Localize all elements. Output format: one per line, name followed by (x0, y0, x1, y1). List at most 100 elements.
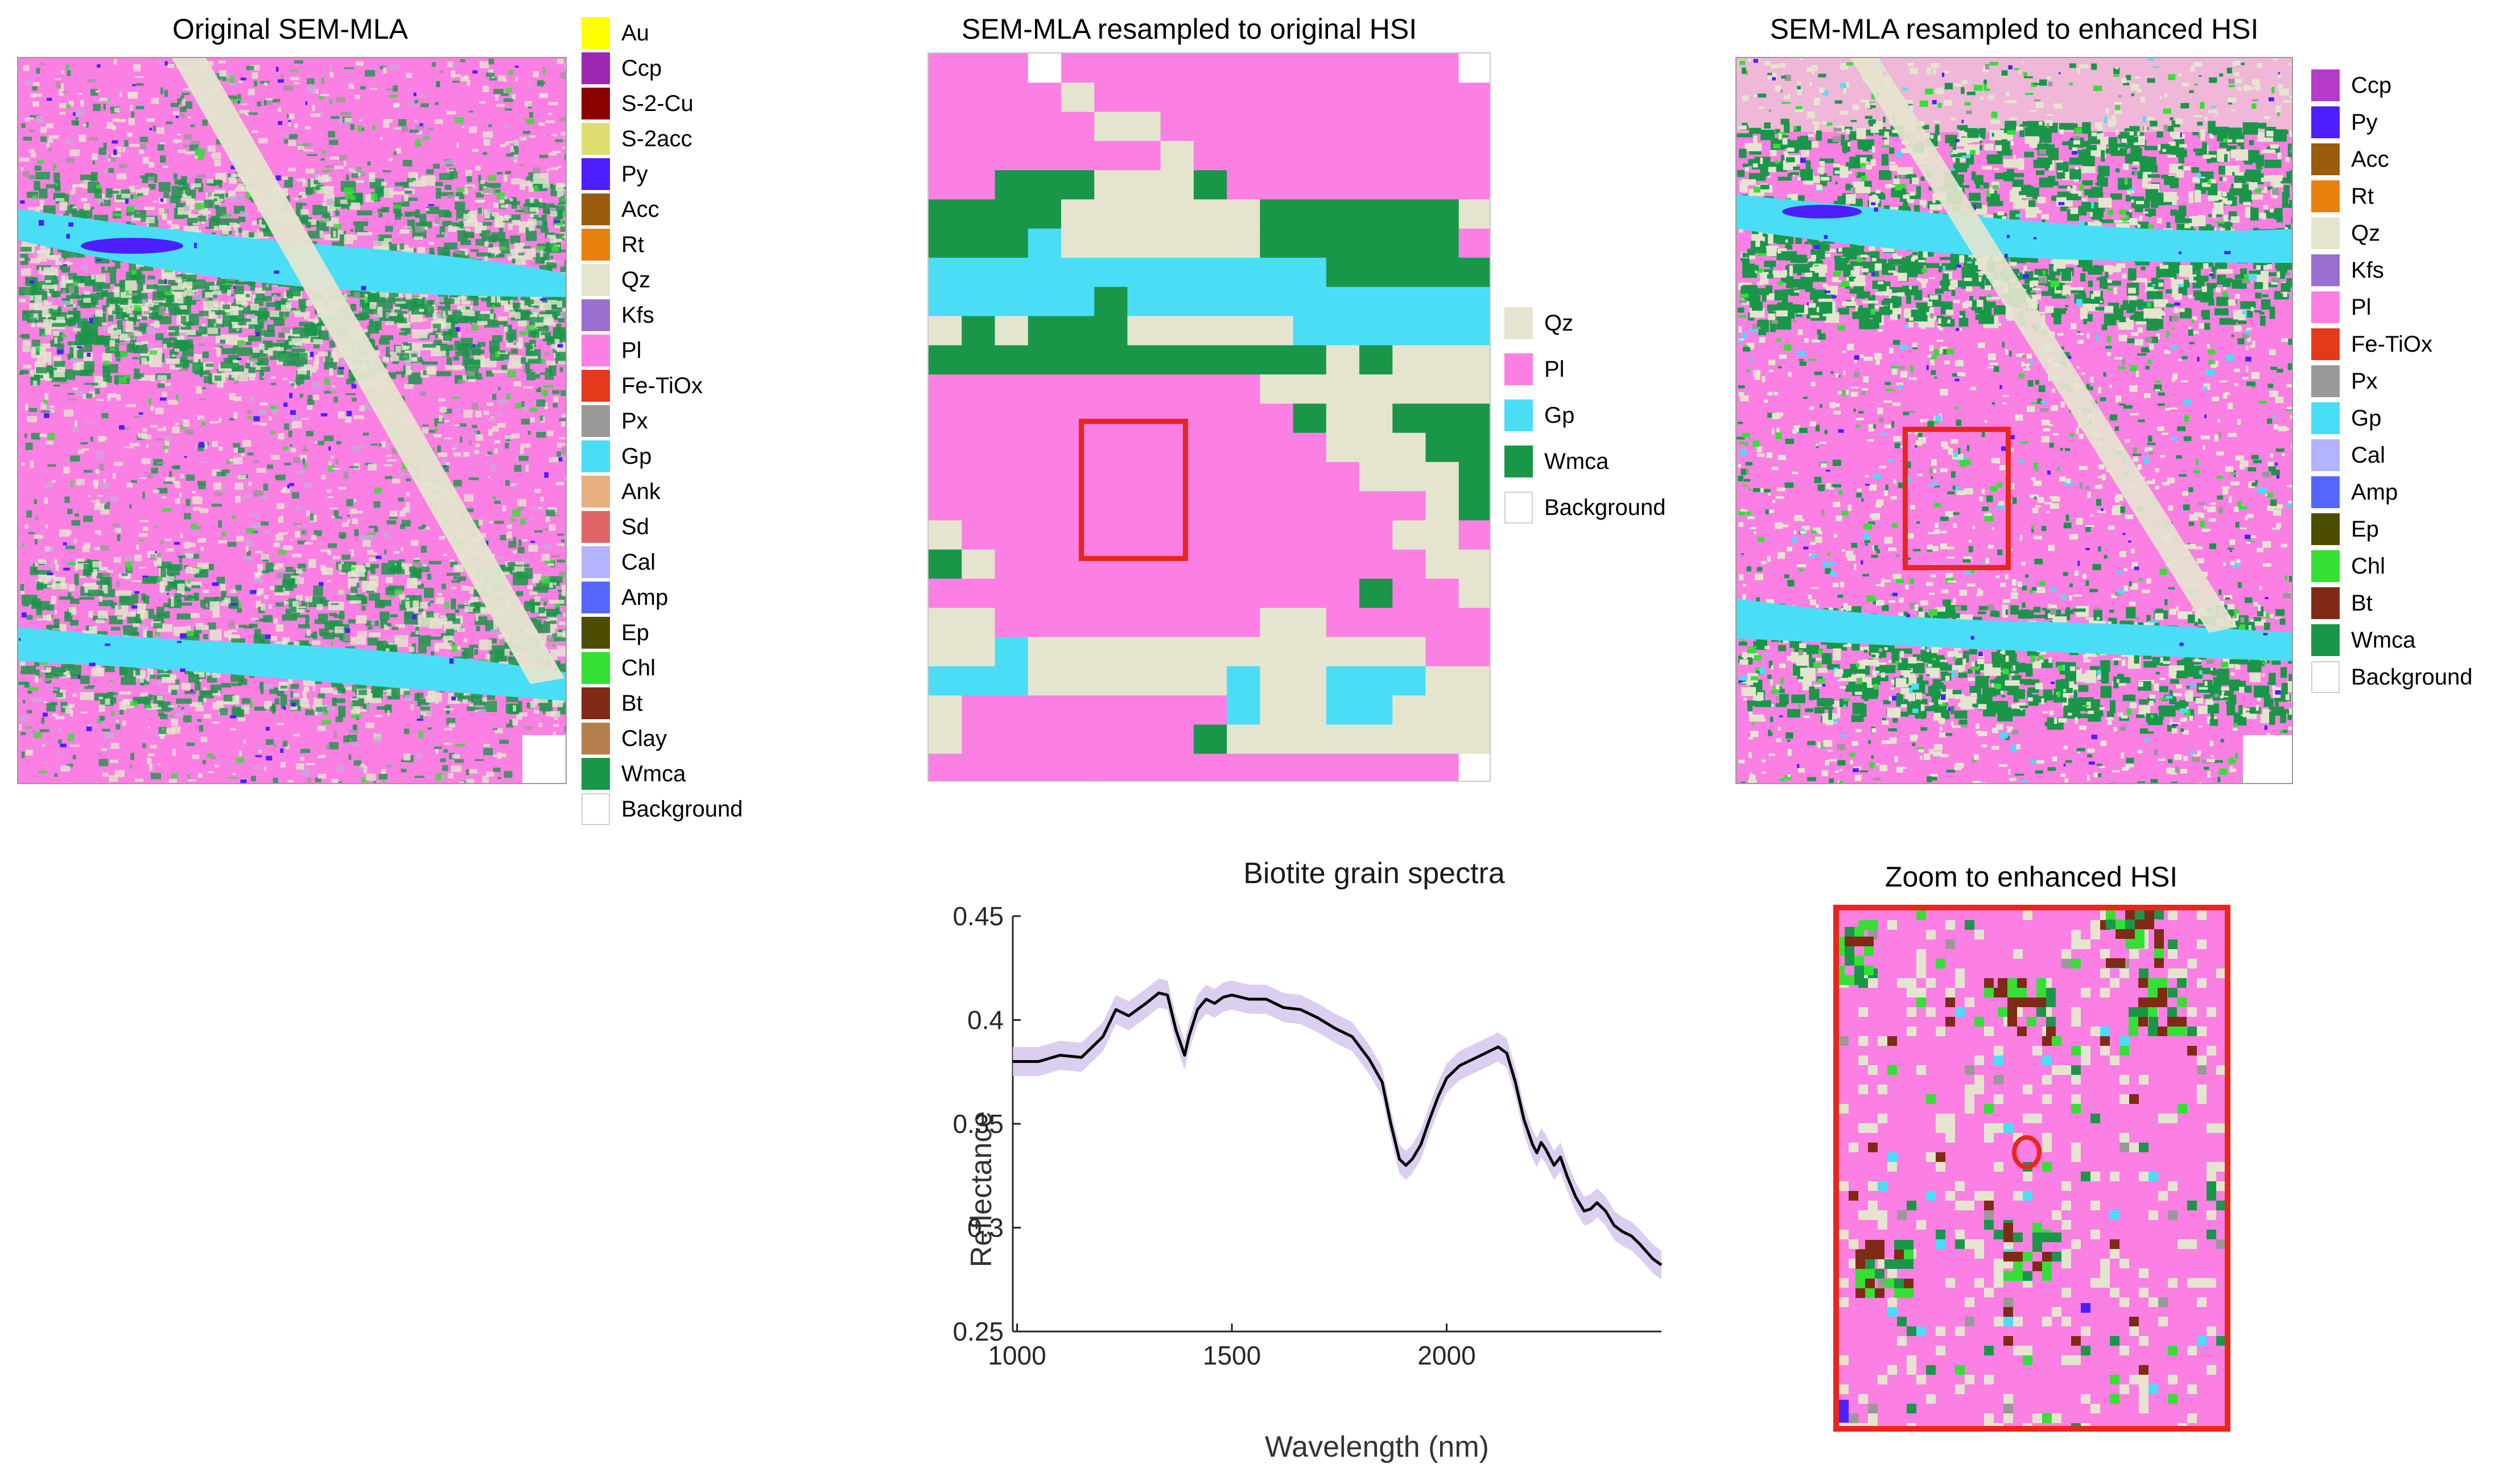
legend-item: Wmca (2311, 624, 2415, 656)
legend-swatch (2311, 439, 2340, 471)
legend-swatch (582, 440, 610, 472)
legend-swatch (582, 335, 610, 366)
legend-item: Bt (2311, 587, 2373, 619)
legend-label: Wmca (621, 761, 686, 786)
zoom-region-box-c (1903, 427, 2011, 570)
legend-item: Py (2311, 106, 2378, 138)
legend-item: Ep (2311, 513, 2379, 545)
panel-c-title: SEM-MLA resampled to enhanced HSI (1770, 13, 2259, 45)
legend-item: Pl (1504, 353, 1565, 385)
legend-label: Py (2351, 109, 2378, 135)
resampled-grid (929, 53, 1490, 781)
legend-swatch (2311, 587, 2340, 619)
legend-label: S-2acc (621, 126, 692, 151)
chart-ylabel: Reflectance (965, 1111, 998, 1268)
legend-swatch (582, 229, 610, 261)
legend-item: Amp (582, 582, 668, 613)
legend-swatch (582, 652, 610, 684)
legend-swatch (1504, 307, 1533, 339)
legend-item: Clay (582, 723, 667, 755)
panel-b-title: SEM-MLA resampled to original HSI (961, 13, 1417, 45)
legend-label: Wmca (2351, 627, 2416, 653)
legend-label: Ep (2351, 516, 2379, 542)
legend-swatch (2311, 143, 2340, 175)
legend-label: Ccp (621, 55, 662, 81)
legend-item: Gp (1504, 399, 1574, 431)
legend-swatch (582, 17, 610, 49)
resampled-original-hsi-map (927, 52, 1491, 782)
y-tick-label: 0.45 (952, 901, 1004, 931)
legend-swatch (1504, 399, 1533, 431)
legend-item: Background (2311, 661, 2472, 693)
legend-swatch (2311, 69, 2340, 101)
legend-item: Chl (2311, 550, 2385, 582)
legend-label: Gp (1544, 402, 1575, 428)
legend-swatch (2311, 624, 2340, 656)
x-tick-label: 1000 (988, 1341, 1046, 1370)
y-tick-label: 0.25 (952, 1317, 1004, 1346)
legend-label: Background (621, 796, 743, 822)
legend-swatch (582, 123, 610, 155)
legend-item: S-2acc (582, 123, 692, 155)
legend-swatch (582, 723, 610, 755)
legend-label: Ep (621, 620, 649, 645)
legend-label: Pl (621, 337, 642, 363)
x-tick-label: 1500 (1203, 1341, 1261, 1370)
legend-item: Au (582, 17, 649, 49)
legend-swatch (582, 299, 610, 331)
legend-swatch (582, 511, 610, 543)
legend-item: Fe-TiOx (2311, 328, 2432, 360)
legend-label: Qz (621, 267, 651, 292)
legend-label: Bt (2351, 590, 2373, 616)
original-sem-mla-image (18, 58, 566, 783)
legend-label: Amp (2351, 479, 2398, 505)
legend-label: Kfs (2351, 257, 2384, 283)
legend-label: Au (621, 20, 649, 46)
legend-item: Wmca (582, 758, 686, 790)
legend-label: Amp (621, 584, 669, 610)
panel-a-title: Original SEM-MLA (172, 13, 408, 45)
legend-label: Acc (2351, 146, 2389, 172)
legend-swatch (582, 158, 610, 190)
legend-swatch (2311, 661, 2340, 693)
spectrum-line (1013, 991, 1663, 1267)
biotite-grain-marker (2012, 1135, 2042, 1169)
legend-label: Pl (2351, 294, 2372, 320)
legend-item: Cal (2311, 439, 2385, 471)
legend-swatch (2311, 217, 2340, 249)
y-tick-label: 0.35 (952, 1109, 1004, 1139)
legend-swatch (2311, 106, 2340, 138)
legend-swatch (582, 793, 610, 825)
legend-label: Background (1544, 494, 1666, 520)
y-tick-label: 0.4 (967, 1005, 1004, 1035)
legend-item: Qz (582, 264, 650, 296)
chart-xlabel: Wavelength (nm) (1265, 1431, 1489, 1464)
legend-item: Pl (582, 335, 642, 366)
legend-label: Background (2351, 664, 2473, 690)
mineral-texture (1737, 58, 2292, 783)
legend-item: Px (582, 405, 648, 437)
legend-item: Rt (2311, 180, 2374, 212)
legend-label: Gp (2351, 405, 2382, 431)
legend-item: Rt (582, 229, 644, 261)
legend-label: Cal (621, 549, 656, 575)
legend-swatch (2311, 550, 2340, 582)
legend-label: Pl (1544, 356, 1565, 382)
zoom-pixels (1839, 910, 2225, 1426)
legend-swatch (2311, 254, 2340, 286)
legend-item: Cal (582, 546, 655, 578)
legend-item: Kfs (582, 299, 654, 331)
legend-label: Chl (621, 655, 656, 681)
legend-item: Acc (2311, 143, 2389, 175)
spectrum-uncertainty-band (1013, 978, 1661, 1280)
legend-label: Ccp (2351, 72, 2392, 98)
legend-label: Px (621, 408, 648, 434)
legend-swatch (2311, 513, 2340, 545)
legend-swatch (582, 88, 610, 119)
legend-swatch (582, 758, 610, 790)
legend-item: Kfs (2311, 254, 2384, 286)
zoom-region-box-b (1079, 419, 1188, 561)
legend-swatch (582, 405, 610, 437)
legend-swatch (582, 264, 610, 296)
legend-swatch (1504, 492, 1533, 523)
